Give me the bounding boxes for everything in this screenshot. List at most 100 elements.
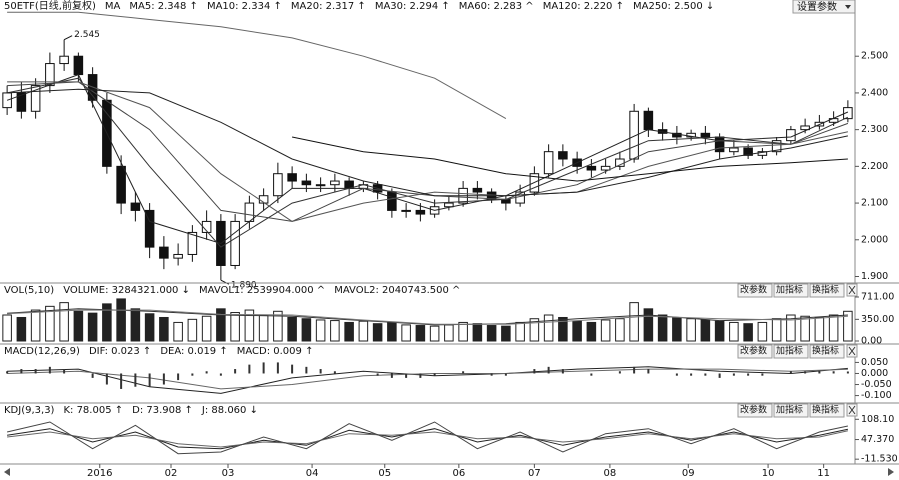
y-tick-label: 0.000 (861, 368, 888, 379)
panel-title: 50ETF(日线,前复权) (4, 0, 96, 12)
candle-body (771, 140, 782, 153)
candle-body (444, 202, 454, 208)
close-icon[interactable] (848, 346, 856, 356)
legend-entry: D: 73.908 ↑ (132, 405, 193, 416)
candle-body (800, 125, 810, 131)
legend-entry: MAVOL2: 2040743.500 ^ (334, 285, 460, 296)
panel-button-label[interactable]: 换指标 (812, 404, 839, 416)
candle-body (73, 55, 84, 76)
legend-entry: DEA: 0.019 ↑ (160, 346, 227, 357)
legend-entry: VOLUME: 3284321.000 ↓ (63, 285, 190, 296)
settings-label[interactable]: 设置参数 (797, 0, 837, 13)
close-icon[interactable] (848, 285, 856, 295)
volume-bar (387, 321, 397, 342)
candle-body (59, 55, 69, 65)
panel-button-label[interactable]: 改参数 (740, 404, 767, 416)
panel-button[interactable] (773, 344, 809, 359)
legend-entry: MA10: 2.334 ↑ (207, 1, 282, 12)
x-tick-label: 05 (378, 468, 391, 479)
volume-bar (187, 318, 198, 342)
panel-button[interactable] (737, 403, 773, 418)
panel-button-label[interactable]: 改参数 (740, 284, 767, 296)
legend-entry: MA250: 2.500 ↓ (633, 1, 714, 12)
volume-bar (458, 321, 468, 342)
panel-button[interactable] (809, 403, 845, 418)
legend-entry: J: 88.060 ↓ (201, 405, 258, 416)
panel-button-label[interactable]: 换指标 (812, 284, 839, 296)
volume-bar (472, 323, 483, 342)
y-tick-label: 2.500 (861, 51, 888, 62)
candle-body (714, 136, 725, 153)
x-tick-label: 11 (817, 468, 830, 479)
x-tick-label: 2016 (87, 468, 112, 479)
x-tick-label: 06 (452, 468, 465, 479)
volume-bar (315, 319, 326, 342)
panel-button[interactable] (809, 283, 845, 298)
scroll-left[interactable] (4, 468, 10, 476)
candle-body (315, 184, 326, 187)
settings-button[interactable]: 设置参数 (792, 0, 856, 14)
x-tick-label: 08 (604, 468, 617, 479)
volume-bar (59, 302, 69, 342)
volume-bar (629, 302, 639, 342)
volume-bar (344, 321, 354, 342)
panel-button[interactable] (773, 403, 809, 418)
x-tick-label: 10 (762, 468, 775, 479)
volume-bar (444, 324, 454, 342)
candle-body (843, 107, 853, 120)
panel-button[interactable] (737, 283, 773, 298)
candle-body (173, 253, 183, 259)
candle-body (401, 209, 411, 212)
volume-bar (501, 325, 511, 342)
volume-bar (87, 312, 98, 342)
candle-body (729, 147, 739, 153)
volume-bar (230, 312, 240, 342)
series-line (7, 308, 848, 326)
volume-bar (814, 316, 825, 342)
panel-button[interactable] (737, 344, 773, 359)
volume-bar (273, 310, 283, 342)
candle-body (415, 209, 426, 215)
legend-entry: MA20: 2.317 ↑ (291, 1, 366, 12)
volume-bar (429, 325, 440, 342)
candle-body (643, 110, 654, 131)
volume-bar (843, 310, 853, 342)
close-icon[interactable] (848, 405, 856, 415)
volume-bar (258, 314, 269, 342)
y-tick-label: 0.00 (861, 336, 882, 347)
volume-bar (16, 316, 27, 342)
dropdown-arrow[interactable] (845, 5, 851, 9)
series-line (7, 88, 849, 197)
scroll-right[interactable] (888, 468, 894, 476)
annotation-label: 1.890 (231, 281, 257, 291)
volume-bar (358, 320, 369, 342)
volume-bar (201, 315, 212, 342)
volume-bar (2, 314, 12, 342)
legend-entry: DIF: 0.023 ↑ (89, 346, 151, 357)
volume-bar (828, 314, 839, 342)
panel-button-label[interactable]: 换指标 (812, 345, 839, 357)
panel-button-label[interactable]: 加指标 (776, 345, 803, 357)
volume-bar (657, 314, 668, 342)
y-tick-label: -0.050 (861, 379, 892, 390)
legend-entry: MAVOL1: 2539904.000 ^ (199, 285, 325, 296)
legend-entry: MA30: 2.294 ↑ (375, 1, 450, 12)
candle-body (16, 92, 27, 112)
panel-button-label[interactable]: 加指标 (776, 404, 803, 416)
volume-bar (73, 310, 84, 342)
volume-bar (729, 321, 739, 342)
candle-body (786, 129, 796, 142)
panel-button-label[interactable]: 改参数 (740, 345, 767, 357)
panel-button[interactable] (809, 344, 845, 359)
candle-body (330, 180, 340, 186)
y-tick-label: 108.10 (861, 414, 894, 425)
candle-body (159, 246, 169, 259)
panel-button[interactable] (773, 283, 809, 298)
y-tick-label: -0.100 (861, 390, 892, 401)
volume-bar (757, 321, 768, 342)
candle-body (273, 173, 283, 197)
volume-bar (45, 305, 55, 342)
panel-button-label[interactable]: 加指标 (776, 284, 803, 296)
volume-bar (515, 321, 525, 342)
